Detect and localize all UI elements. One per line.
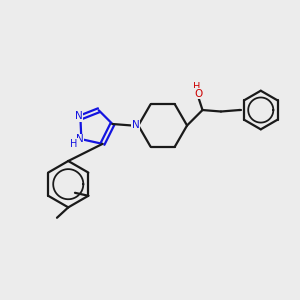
Text: H: H [193, 82, 200, 92]
Text: O: O [194, 89, 203, 99]
Text: H: H [70, 139, 78, 148]
Text: N: N [75, 111, 83, 121]
Text: N: N [132, 121, 140, 130]
Text: N: N [76, 134, 84, 144]
